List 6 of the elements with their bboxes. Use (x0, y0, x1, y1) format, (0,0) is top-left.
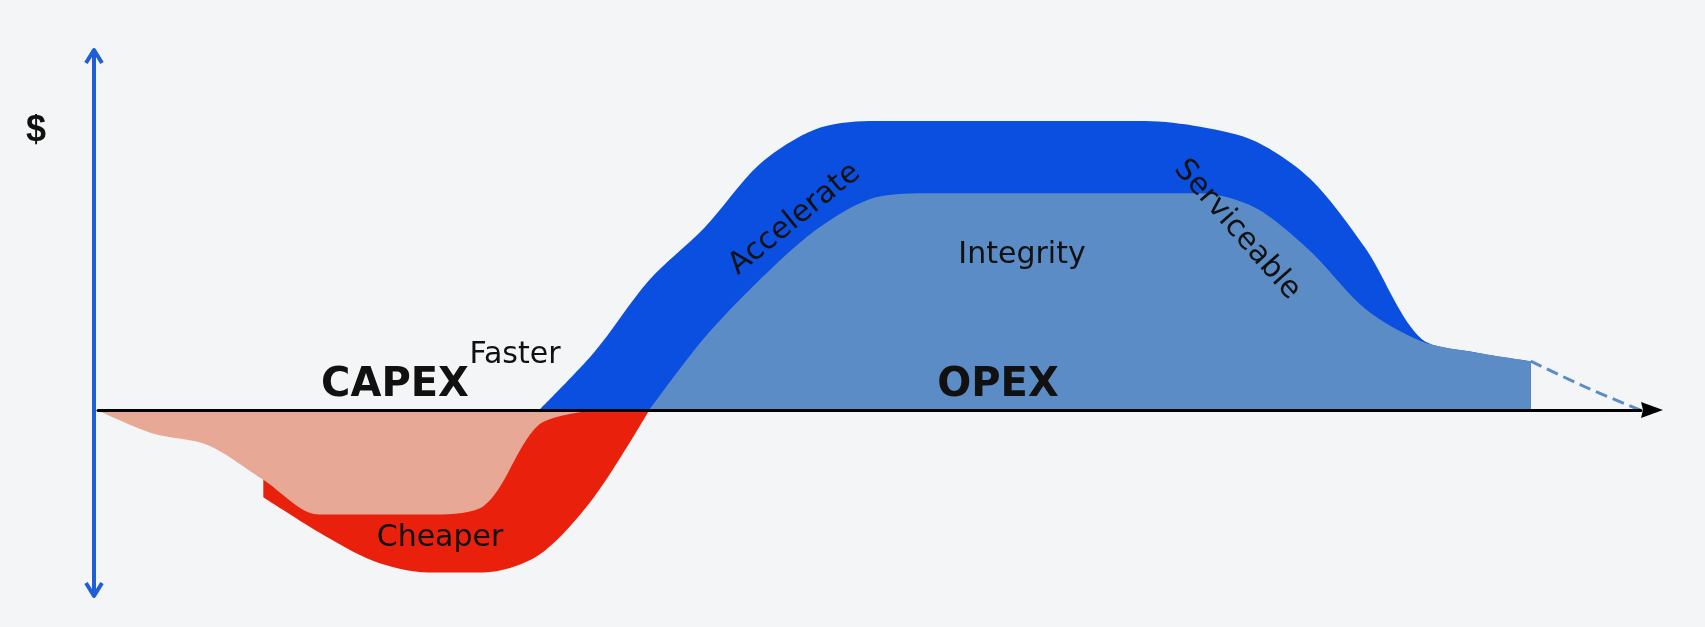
annotation: OPEX (937, 359, 1059, 405)
y-axis-title: $ (25, 107, 47, 149)
annotation: Integrity (958, 234, 1086, 270)
annotation: CAPEX (321, 359, 470, 405)
annotation: Cheaper (376, 517, 504, 553)
annotation: Faster (469, 334, 562, 370)
